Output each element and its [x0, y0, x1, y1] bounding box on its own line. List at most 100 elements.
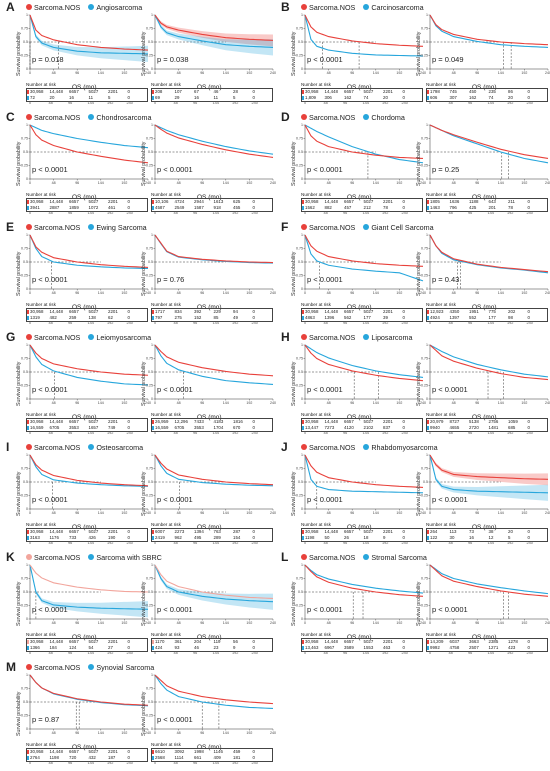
risk-cell: 495 [194, 535, 202, 540]
risk-cell: 78 [508, 205, 513, 210]
plot-area-right: 0 0.25 0.5 0.75 1 0 48 96 144 192 240 p < 0.0001 OS … [146, 563, 276, 641]
legend-dot-icon [88, 334, 95, 340]
risk-cell: 74 [488, 95, 494, 100]
risk-cell: 0 [527, 419, 530, 424]
legend-label: Ewing Sarcoma [96, 222, 147, 232]
x-tick-label: 192 [246, 401, 252, 405]
risk-x-ticks: 0 48 96 144 192 240 [429, 541, 546, 545]
panel-D: D Sarcoma.NOS Chordoma Survival probability… [275, 110, 550, 220]
x-tick-label: 240 [545, 291, 550, 295]
risk-cell: 837 [383, 425, 391, 430]
risk-table-left: Number at risk 30,958 14,448 6657 5027 2201 0 1… [26, 302, 148, 326]
risk-x-tick: 0 [154, 211, 157, 215]
risk-x-tick: 48 [173, 541, 178, 545]
legend-item: Sarcoma.NOS [301, 3, 355, 12]
risk-x-tick: 192 [232, 321, 239, 325]
risk-cell: 0 [527, 425, 530, 430]
panel-H: H Sarcoma.NOS Liposarcoma Survival probabil… [275, 330, 550, 440]
x-tick-label: 48 [52, 181, 56, 185]
p-value: p < 0.0001 [32, 275, 68, 284]
risk-cell: 733 [69, 535, 77, 540]
risk-cell: 0 [527, 639, 530, 644]
risk-table-box: 6610 3092 1998 1146 459 0 2568 1114 661 409 181 0 [151, 748, 273, 762]
legend-label: Stromal Sarcoma [371, 552, 427, 562]
risk-x-tick: 192 [382, 431, 389, 435]
x-tick-label: 96 [350, 71, 354, 75]
risk-cell: 562 [344, 315, 352, 320]
risk-cell: 3941 [30, 205, 40, 210]
risk-cell: 432 [88, 755, 96, 760]
x-tick-label: 144 [223, 71, 229, 75]
risk-cell: 0 [402, 639, 405, 644]
x-axis-title: OS (mo) [472, 304, 497, 311]
risk-row-sarcoma: 30,958 14,448 6657 5027 2201 0 [27, 639, 147, 645]
risk-x-tick: 240 [526, 651, 533, 655]
risk-x-tick: 48 [173, 761, 178, 765]
risk-x-tick: 48 [48, 651, 53, 655]
plot-area-right: 0 0.25 0.5 0.75 1 0 48 96 144 192 240 p = 0.049 OS (… [421, 13, 550, 91]
sarcoma-survival-curve [429, 454, 549, 480]
risk-x-tick: 48 [323, 321, 328, 325]
legend-dot-icon [26, 114, 32, 120]
risk-x-tick: 0 [429, 651, 432, 655]
km-plot-left: 0 0.25 0.5 0.75 1 0 48 96 144 192 240 [21, 13, 151, 75]
sarcoma-survival-curve [304, 234, 424, 267]
plot-area-right: 0 0.25 0.5 0.75 1 0 48 96 144 192 240 p < 0.0001 OS … [146, 453, 276, 531]
risk-cell: 1481 [488, 425, 499, 430]
risk-cell: 14,448 [49, 89, 63, 94]
y-tick-label: 0.75 [21, 27, 28, 31]
y-tick-label: 0.5 [298, 480, 303, 484]
x-axis-title: OS (mo) [347, 304, 372, 311]
risk-table-title: Number at risk [26, 82, 56, 87]
y-tick-label: 0.25 [296, 164, 303, 168]
risk-cell: 14,448 [324, 419, 338, 424]
risk-row-swatch [152, 200, 154, 204]
legend: Sarcoma.NOS Sarcoma with SBRC [26, 551, 271, 563]
other-survival-curve [29, 564, 149, 610]
legend-dot-icon [363, 334, 370, 340]
y-tick-label: 0.5 [23, 700, 28, 704]
x-tick-label: 144 [98, 71, 104, 75]
x-tick-label: 240 [545, 621, 550, 625]
legend: Sarcoma.NOS Rhabdomyosarcoma [301, 441, 546, 453]
risk-cell: 2201 [108, 89, 118, 94]
risk-row-swatch [27, 640, 29, 644]
risk-x-ticks: 0 48 96 144 192 240 [29, 651, 146, 655]
risk-row-swatch [302, 200, 304, 204]
risk-table-box: 1798 745 450 235 86 0 606 307 162 74 20 0 [426, 88, 548, 102]
risk-row-sarcoma: 30,958 14,448 6657 5027 2201 0 [27, 199, 147, 205]
x-tick-label: 0 [429, 181, 431, 185]
risk-cell: 0 [527, 645, 530, 650]
risk-cell: 1059 [508, 419, 518, 424]
legend: Sarcoma.NOS Leiomyosarcoma [26, 331, 271, 343]
risk-x-tick: 192 [232, 651, 239, 655]
risk-cell: 1704 [213, 425, 224, 430]
km-plot-right: 0 0.25 0.5 0.75 1 0 48 96 144 192 240 [421, 563, 550, 625]
y-tick-label: 0.25 [421, 274, 428, 278]
risk-cell: 423 [508, 645, 516, 650]
risk-cell: 74 [363, 95, 369, 100]
x-tick-label: 192 [246, 71, 252, 75]
y-tick-label: 0 [426, 177, 428, 181]
y-tick-label: 1 [151, 563, 153, 567]
risk-cell: 0 [527, 205, 530, 210]
risk-x-tick: 240 [526, 211, 533, 215]
y-tick-label: 0.5 [148, 40, 153, 44]
risk-x-tick: 192 [382, 321, 389, 325]
risk-x-tick: 0 [29, 321, 32, 325]
risk-row-sarcoma: 12,923 4350 1951 775 202 0 [427, 309, 547, 315]
risk-table-right: Number at risk 10,106 4724 2944 1613 625 0 4587… [151, 192, 273, 216]
risk-cell: 6657 [69, 639, 79, 644]
y-tick-label: 0.25 [146, 494, 153, 498]
risk-row-other: 606 307 162 74 20 0 [427, 95, 547, 101]
km-plot-right: 0 0.25 0.5 0.75 1 0 48 96 144 192 240 [421, 233, 550, 295]
risk-x-tick: 0 [29, 431, 32, 435]
y-tick-label: 0 [26, 177, 28, 181]
x-axis-title: OS (mo) [197, 304, 222, 311]
risk-table-right: Number at risk 26,959 12,296 7433 4183 1816 0 1… [151, 412, 273, 436]
x-tick-label: 48 [327, 621, 331, 625]
x-tick-label: 240 [145, 511, 151, 515]
risk-cell: 4924 [430, 315, 440, 320]
p-value: p < 0.0001 [432, 605, 468, 614]
y-tick-label: 1 [26, 453, 28, 457]
